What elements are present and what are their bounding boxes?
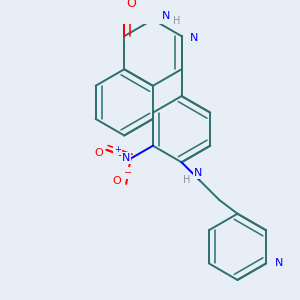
Text: +: +: [114, 145, 121, 154]
Text: N: N: [190, 33, 199, 43]
Text: H: H: [173, 16, 181, 26]
Text: N: N: [194, 168, 202, 178]
Text: O: O: [95, 148, 103, 158]
Text: H: H: [183, 175, 190, 184]
Text: −: −: [124, 168, 132, 178]
Text: N: N: [122, 153, 130, 163]
Text: N: N: [275, 258, 283, 268]
Text: O: O: [127, 0, 136, 10]
Text: O: O: [112, 176, 121, 186]
Text: N: N: [162, 11, 170, 21]
